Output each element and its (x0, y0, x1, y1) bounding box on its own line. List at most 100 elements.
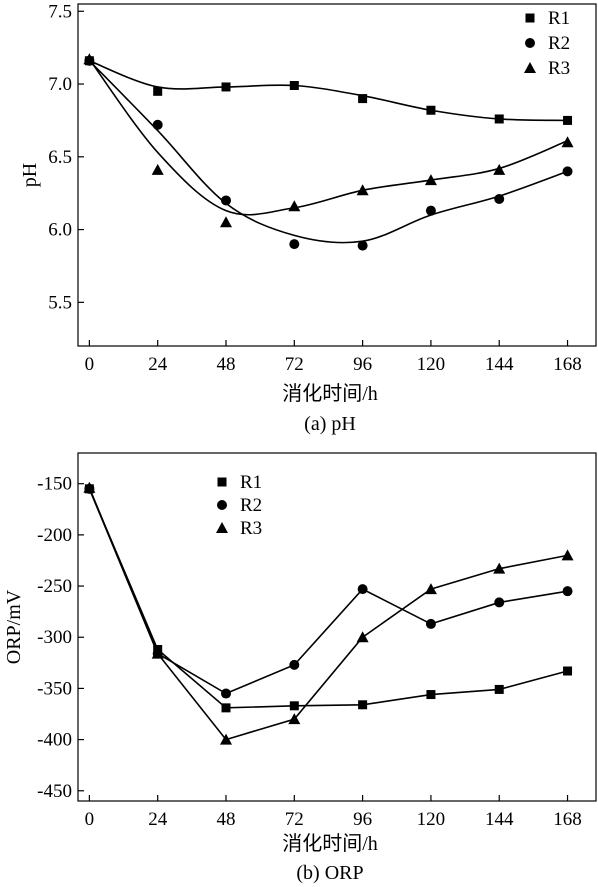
data-point-r2 (494, 194, 505, 205)
data-point-r2 (425, 618, 436, 629)
series-line-r2 (88, 488, 568, 695)
y-ticks-ph: 5.5 6.0 6.5 7.0 7.5 (48, 1, 84, 313)
data-point-r3 (220, 216, 232, 228)
x-tick-label: 72 (285, 354, 304, 375)
data-point-r3 (356, 631, 369, 643)
data-point-r3 (83, 53, 96, 65)
y-axis-label-orp: ORP/mV (3, 589, 25, 664)
legend-marker-r2 (217, 500, 227, 510)
data-point-r3 (424, 174, 437, 186)
x-ticks-ph: 0 24 48 72 96 120 144 168 (85, 340, 582, 375)
data-point-r2 (562, 586, 573, 597)
x-tick-label: 72 (285, 809, 304, 830)
data-point-r1 (494, 114, 504, 124)
series-line-r3 (88, 58, 568, 216)
y-tick-label: -200 (37, 525, 72, 546)
data-point-r1 (563, 666, 573, 676)
data-point-r3 (424, 583, 437, 595)
data-point-r3 (356, 184, 369, 196)
x-tick-label: 24 (148, 354, 168, 375)
x-axis-label-ph: 消化时间/h (282, 382, 378, 405)
y-tick-label: -300 (37, 627, 72, 648)
x-tick-label: 144 (485, 809, 514, 830)
data-point-r3 (83, 481, 96, 493)
x-tick-label: 120 (417, 354, 446, 375)
data-point-r3 (493, 562, 506, 574)
data-point-r2 (289, 239, 300, 250)
x-tick-label: 96 (353, 354, 372, 375)
series-line-r2 (88, 60, 568, 244)
y-tick-label: 7.0 (48, 74, 72, 95)
x-tick-label: 144 (485, 354, 514, 375)
x-tick-label: 96 (353, 809, 372, 830)
y-tick-label: -400 (37, 730, 72, 751)
data-point-r1 (494, 684, 504, 694)
chart-orp: -150 -200 -250 -300 -350 -400 -450 0 24 48 72 96 12… (3, 452, 597, 884)
data-point-r2 (221, 688, 231, 699)
x-tick-label: 168 (553, 809, 582, 830)
data-point-r3 (151, 647, 164, 659)
series-markers-orp (83, 481, 574, 745)
x-ticks-orp: 0 24 48 72 96 120 144 168 (85, 795, 582, 830)
y-tick-label: -350 (37, 678, 72, 699)
data-point-r1 (426, 105, 436, 115)
series-line-r1 (89, 60, 568, 122)
chart-ph: 5.56.06.57.07.5 0 24 48 72 96 120 144 168 R1R2R… (19, 1, 597, 435)
y-ticks-orp: -150 -200 -250 -300 -350 -400 -450 (37, 474, 84, 802)
data-point-r3 (151, 163, 164, 175)
legend-marker-r1 (217, 477, 227, 487)
y-tick-label: 7.5 (48, 1, 72, 22)
data-point-r1 (221, 703, 231, 713)
series-markers-ph (83, 53, 574, 251)
series-lines-ph (88, 58, 568, 244)
data-point-r2 (494, 597, 505, 608)
data-point-r1 (221, 82, 231, 92)
y-tick-label: 6.0 (48, 220, 72, 241)
plot-frame-orp (77, 452, 597, 802)
data-point-r1 (358, 700, 368, 710)
x-axis-label-orp: 消化时间/h (282, 832, 378, 855)
y-tick-label: 6.5 (48, 147, 72, 168)
series-lines-orp (88, 487, 568, 741)
data-point-r3 (561, 136, 574, 148)
x-tick-label: 0 (85, 809, 95, 830)
y-tick-label: -250 (37, 576, 72, 597)
y-tick-label: 5.5 (48, 292, 72, 313)
legend-marker-r3 (216, 522, 228, 533)
x-tick-label: 48 (217, 354, 236, 375)
caption-orp: (b) ORP (296, 862, 363, 884)
y-axis-label-ph: pH (19, 163, 41, 187)
x-tick-label: 48 (217, 809, 236, 830)
x-tick-label: 24 (148, 809, 168, 830)
data-point-r3 (288, 200, 301, 212)
data-point-r3 (561, 549, 574, 561)
legend-label-r3: R3 (240, 518, 262, 539)
legend-label-r3: R3 (548, 58, 570, 79)
data-point-r2 (221, 195, 231, 206)
legend-label-r1: R1 (548, 8, 570, 29)
legend-ph: R1 R2 R3 (524, 8, 570, 79)
y-tick-label: -450 (37, 781, 72, 802)
data-point-r3 (220, 733, 232, 745)
data-point-r2 (289, 659, 300, 670)
legend-marker-r1 (525, 13, 535, 23)
legend-label-r1: R1 (240, 472, 262, 493)
data-point-r1 (289, 80, 299, 90)
y-tick-label: -150 (37, 474, 72, 495)
data-point-r2 (425, 205, 436, 216)
legend-marker-r3 (524, 62, 536, 73)
series-line-r3 (88, 487, 568, 741)
data-point-r2 (562, 166, 573, 177)
legend-label-r2: R2 (240, 495, 262, 516)
x-tick-label: 0 (85, 354, 95, 375)
data-point-r2 (357, 240, 368, 251)
data-point-r1 (358, 94, 368, 104)
data-point-r3 (288, 713, 301, 725)
caption-ph: (a) pH (304, 413, 356, 435)
data-point-r1 (426, 690, 436, 700)
x-tick-label: 120 (417, 809, 446, 830)
series-line-r1 (88, 488, 568, 709)
data-point-r1 (289, 701, 299, 711)
legend-marker-r2 (525, 38, 535, 48)
